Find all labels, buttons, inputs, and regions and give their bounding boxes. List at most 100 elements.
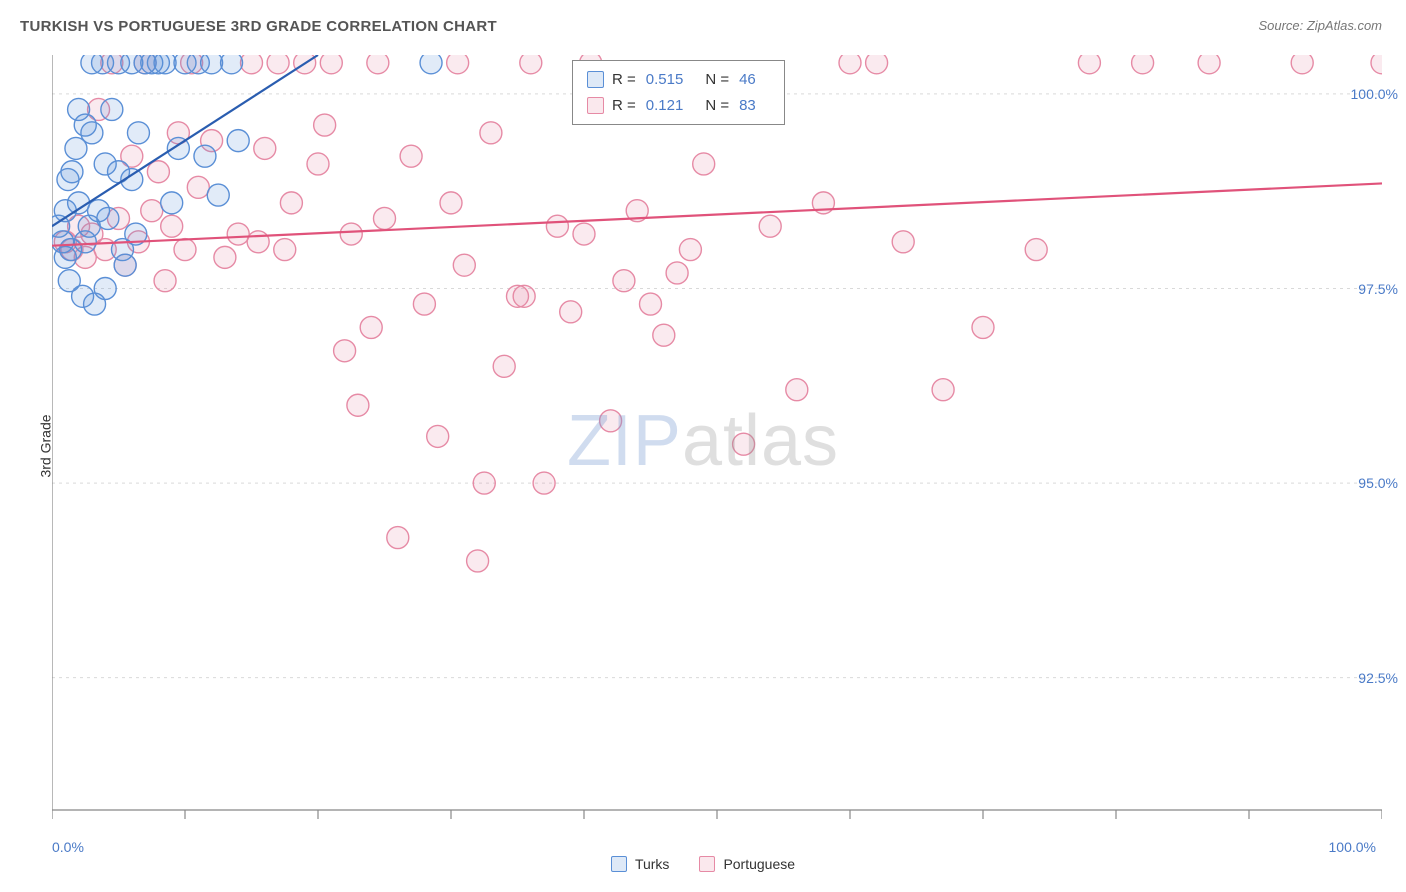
plot-svg: [52, 55, 1382, 830]
data-point-portuguese: [307, 153, 329, 175]
stats-R-label: R =: [612, 67, 636, 93]
data-point-portuguese: [274, 239, 296, 261]
data-point-turks: [61, 161, 83, 183]
legend-swatch-turks: [611, 856, 627, 872]
data-point-portuguese: [693, 153, 715, 175]
data-point-portuguese: [640, 293, 662, 315]
data-point-portuguese: [679, 239, 701, 261]
data-point-portuguese: [600, 410, 622, 432]
data-point-portuguese: [267, 55, 289, 74]
data-point-portuguese: [533, 472, 555, 494]
data-point-portuguese: [972, 316, 994, 338]
data-point-portuguese: [473, 472, 495, 494]
data-point-portuguese: [1371, 55, 1382, 74]
data-point-portuguese: [320, 55, 342, 74]
data-point-turks: [420, 55, 442, 74]
chart-title: TURKISH VS PORTUGUESE 3RD GRADE CORRELAT…: [20, 18, 497, 35]
data-point-portuguese: [347, 394, 369, 416]
data-point-portuguese: [520, 55, 542, 74]
data-point-portuguese: [367, 55, 389, 74]
y-tick-label: 100.0%: [1351, 86, 1398, 102]
stats-R-value: 0.515: [646, 67, 684, 93]
stats-N-value: 46: [739, 67, 756, 93]
stats-N-value: 83: [739, 93, 756, 119]
data-point-portuguese: [733, 433, 755, 455]
data-point-turks: [221, 55, 243, 74]
legend-bottom: Turks Portuguese: [0, 856, 1406, 872]
data-point-portuguese: [1025, 239, 1047, 261]
stats-R-value: 0.121: [646, 93, 684, 119]
data-point-portuguese: [932, 379, 954, 401]
data-point-portuguese: [453, 254, 475, 276]
x-tick-0: 0.0%: [52, 839, 84, 855]
data-point-portuguese: [241, 55, 263, 74]
data-point-portuguese: [161, 215, 183, 237]
data-point-portuguese: [334, 340, 356, 362]
data-point-turks: [201, 55, 223, 74]
data-point-portuguese: [400, 145, 422, 167]
legend-label: Portuguese: [723, 856, 795, 872]
swatch-turks: [587, 71, 604, 88]
data-point-portuguese: [427, 425, 449, 447]
data-point-turks: [97, 207, 119, 229]
data-point-portuguese: [839, 55, 861, 74]
y-tick-label: 97.5%: [1358, 281, 1398, 297]
data-point-portuguese: [513, 285, 535, 307]
data-point-portuguese: [1078, 55, 1100, 74]
data-point-portuguese: [447, 55, 469, 74]
stats-R-label: R =: [612, 93, 636, 119]
data-point-turks: [94, 278, 116, 300]
data-point-portuguese: [653, 324, 675, 346]
scatter-plot: [52, 55, 1382, 830]
x-tick-100: 100.0%: [1329, 839, 1376, 855]
legend-item-portuguese: Portuguese: [699, 856, 795, 872]
data-point-portuguese: [493, 355, 515, 377]
legend-swatch-portuguese: [699, 856, 715, 872]
legend-label: Turks: [635, 856, 669, 872]
data-point-portuguese: [154, 270, 176, 292]
data-point-turks: [154, 55, 176, 74]
legend-item-turks: Turks: [611, 856, 669, 872]
data-point-portuguese: [340, 223, 362, 245]
data-point-turks: [114, 254, 136, 276]
stats-N-label: N =: [705, 93, 729, 119]
data-point-portuguese: [613, 270, 635, 292]
data-point-turks: [207, 184, 229, 206]
data-point-portuguese: [141, 200, 163, 222]
data-point-portuguese: [666, 262, 688, 284]
data-point-turks: [127, 122, 149, 144]
data-point-portuguese: [280, 192, 302, 214]
data-point-portuguese: [573, 223, 595, 245]
data-point-turks: [101, 98, 123, 120]
data-point-portuguese: [1132, 55, 1154, 74]
stats-legend-box: R = 0.515 N = 46 R = 0.121 N = 83: [572, 60, 785, 125]
data-point-portuguese: [759, 215, 781, 237]
data-point-portuguese: [374, 207, 396, 229]
data-point-portuguese: [1198, 55, 1220, 74]
data-point-portuguese: [866, 55, 888, 74]
data-point-turks: [81, 122, 103, 144]
data-point-turks: [74, 231, 96, 253]
data-point-turks: [68, 98, 90, 120]
data-point-portuguese: [786, 379, 808, 401]
stats-row-portuguese: R = 0.121 N = 83: [587, 93, 770, 119]
data-point-portuguese: [467, 550, 489, 572]
stats-row-turks: R = 0.515 N = 46: [587, 67, 770, 93]
y-tick-label: 95.0%: [1358, 475, 1398, 491]
data-point-portuguese: [187, 176, 209, 198]
data-point-portuguese: [387, 527, 409, 549]
trend-line-portuguese: [52, 183, 1382, 245]
data-point-portuguese: [360, 316, 382, 338]
source-attribution: Source: ZipAtlas.com: [1258, 18, 1382, 33]
stats-N-label: N =: [705, 67, 729, 93]
data-point-portuguese: [413, 293, 435, 315]
data-point-portuguese: [227, 223, 249, 245]
data-point-turks: [54, 246, 76, 268]
data-point-portuguese: [480, 122, 502, 144]
swatch-portuguese: [587, 97, 604, 114]
data-point-portuguese: [254, 137, 276, 159]
data-point-turks: [58, 270, 80, 292]
data-point-portuguese: [214, 246, 236, 268]
data-point-portuguese: [147, 161, 169, 183]
data-point-portuguese: [247, 231, 269, 253]
